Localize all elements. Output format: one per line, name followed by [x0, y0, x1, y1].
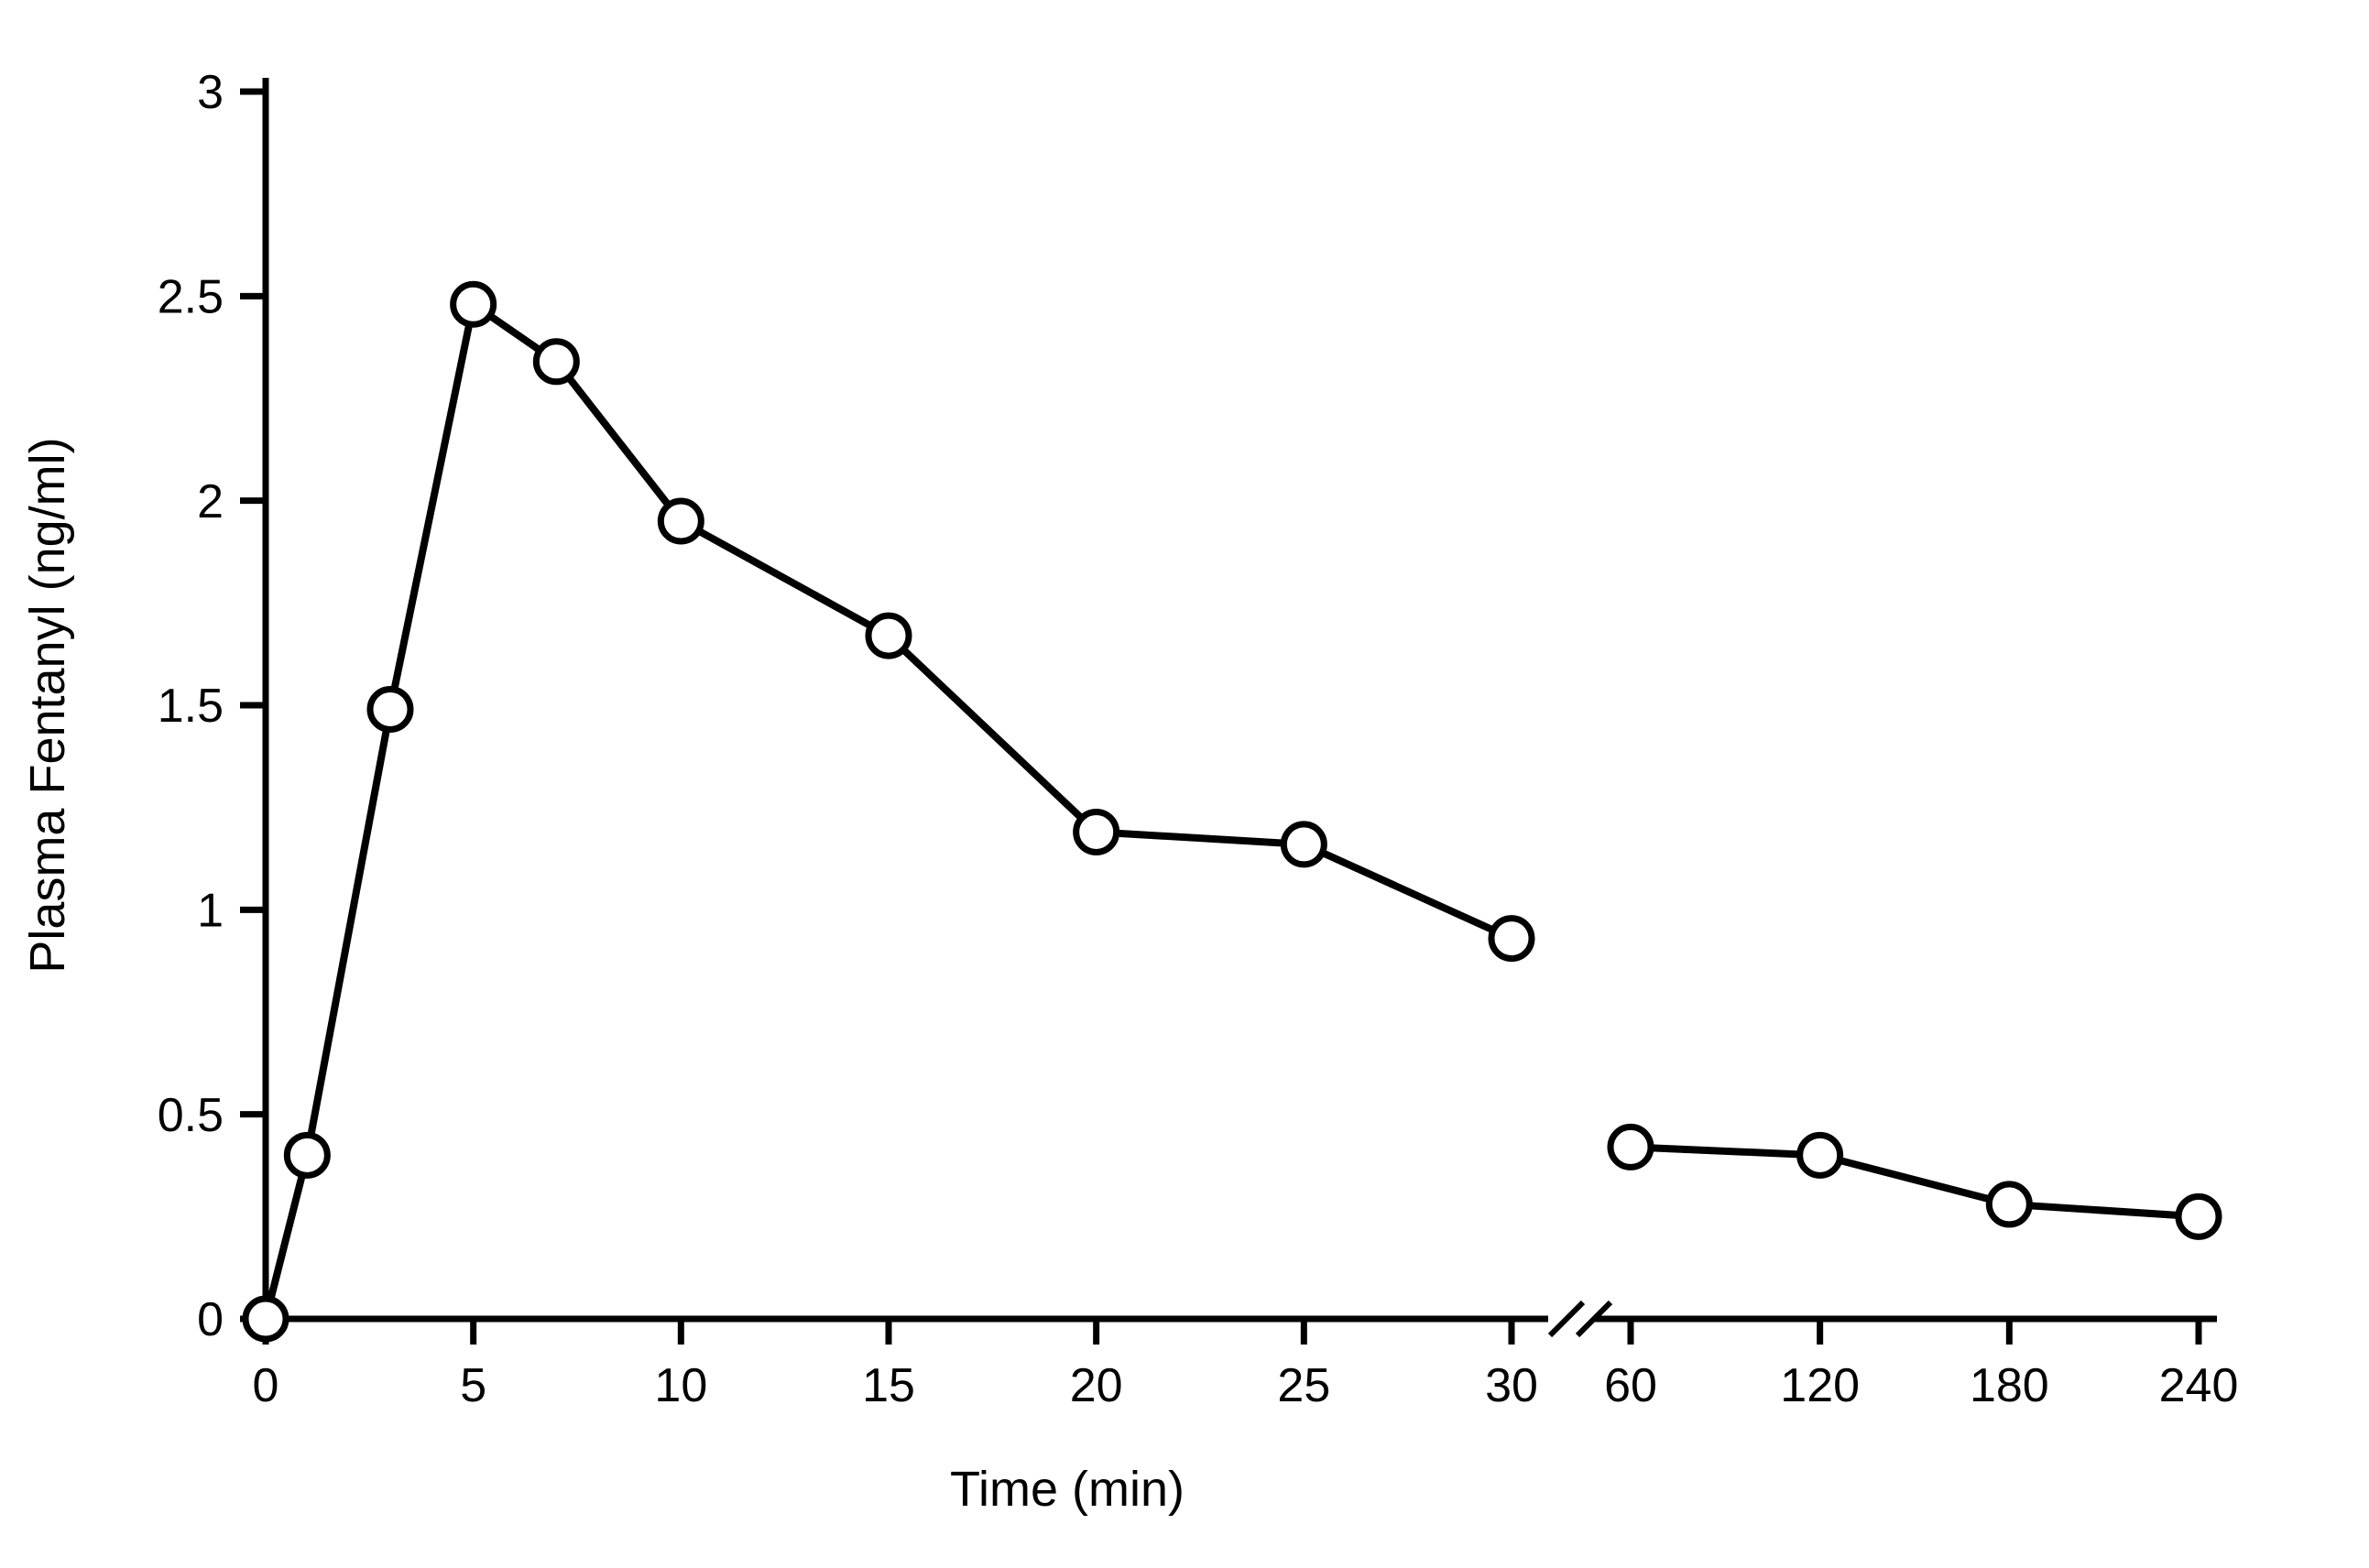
- svg-text:1: 1: [197, 885, 224, 938]
- svg-text:0: 0: [197, 1293, 224, 1346]
- svg-text:3: 3: [197, 66, 224, 119]
- svg-text:120: 120: [1780, 1359, 1860, 1412]
- svg-text:0: 0: [253, 1359, 279, 1412]
- svg-text:30: 30: [1485, 1359, 1538, 1412]
- svg-text:Plasma Fentanyl (ng/ml): Plasma Fentanyl (ng/ml): [20, 437, 75, 973]
- plasma-fentanyl-chart: 00.511.522.5305101520253060120180240Plas…: [0, 0, 2369, 1568]
- svg-text:0.5: 0.5: [158, 1089, 224, 1142]
- svg-text:15: 15: [862, 1359, 915, 1412]
- svg-text:10: 10: [654, 1359, 707, 1412]
- svg-text:Time (min): Time (min): [950, 1462, 1184, 1517]
- svg-text:1.5: 1.5: [158, 680, 224, 733]
- svg-text:20: 20: [1070, 1359, 1123, 1412]
- svg-text:25: 25: [1277, 1359, 1330, 1412]
- svg-text:2: 2: [197, 475, 224, 528]
- svg-text:60: 60: [1604, 1359, 1657, 1412]
- svg-text:180: 180: [1970, 1359, 2049, 1412]
- svg-text:2.5: 2.5: [158, 271, 224, 324]
- svg-text:240: 240: [2159, 1359, 2239, 1412]
- chart-container: 00.511.522.5305101520253060120180240Plas…: [0, 0, 2369, 1568]
- svg-text:5: 5: [460, 1359, 486, 1412]
